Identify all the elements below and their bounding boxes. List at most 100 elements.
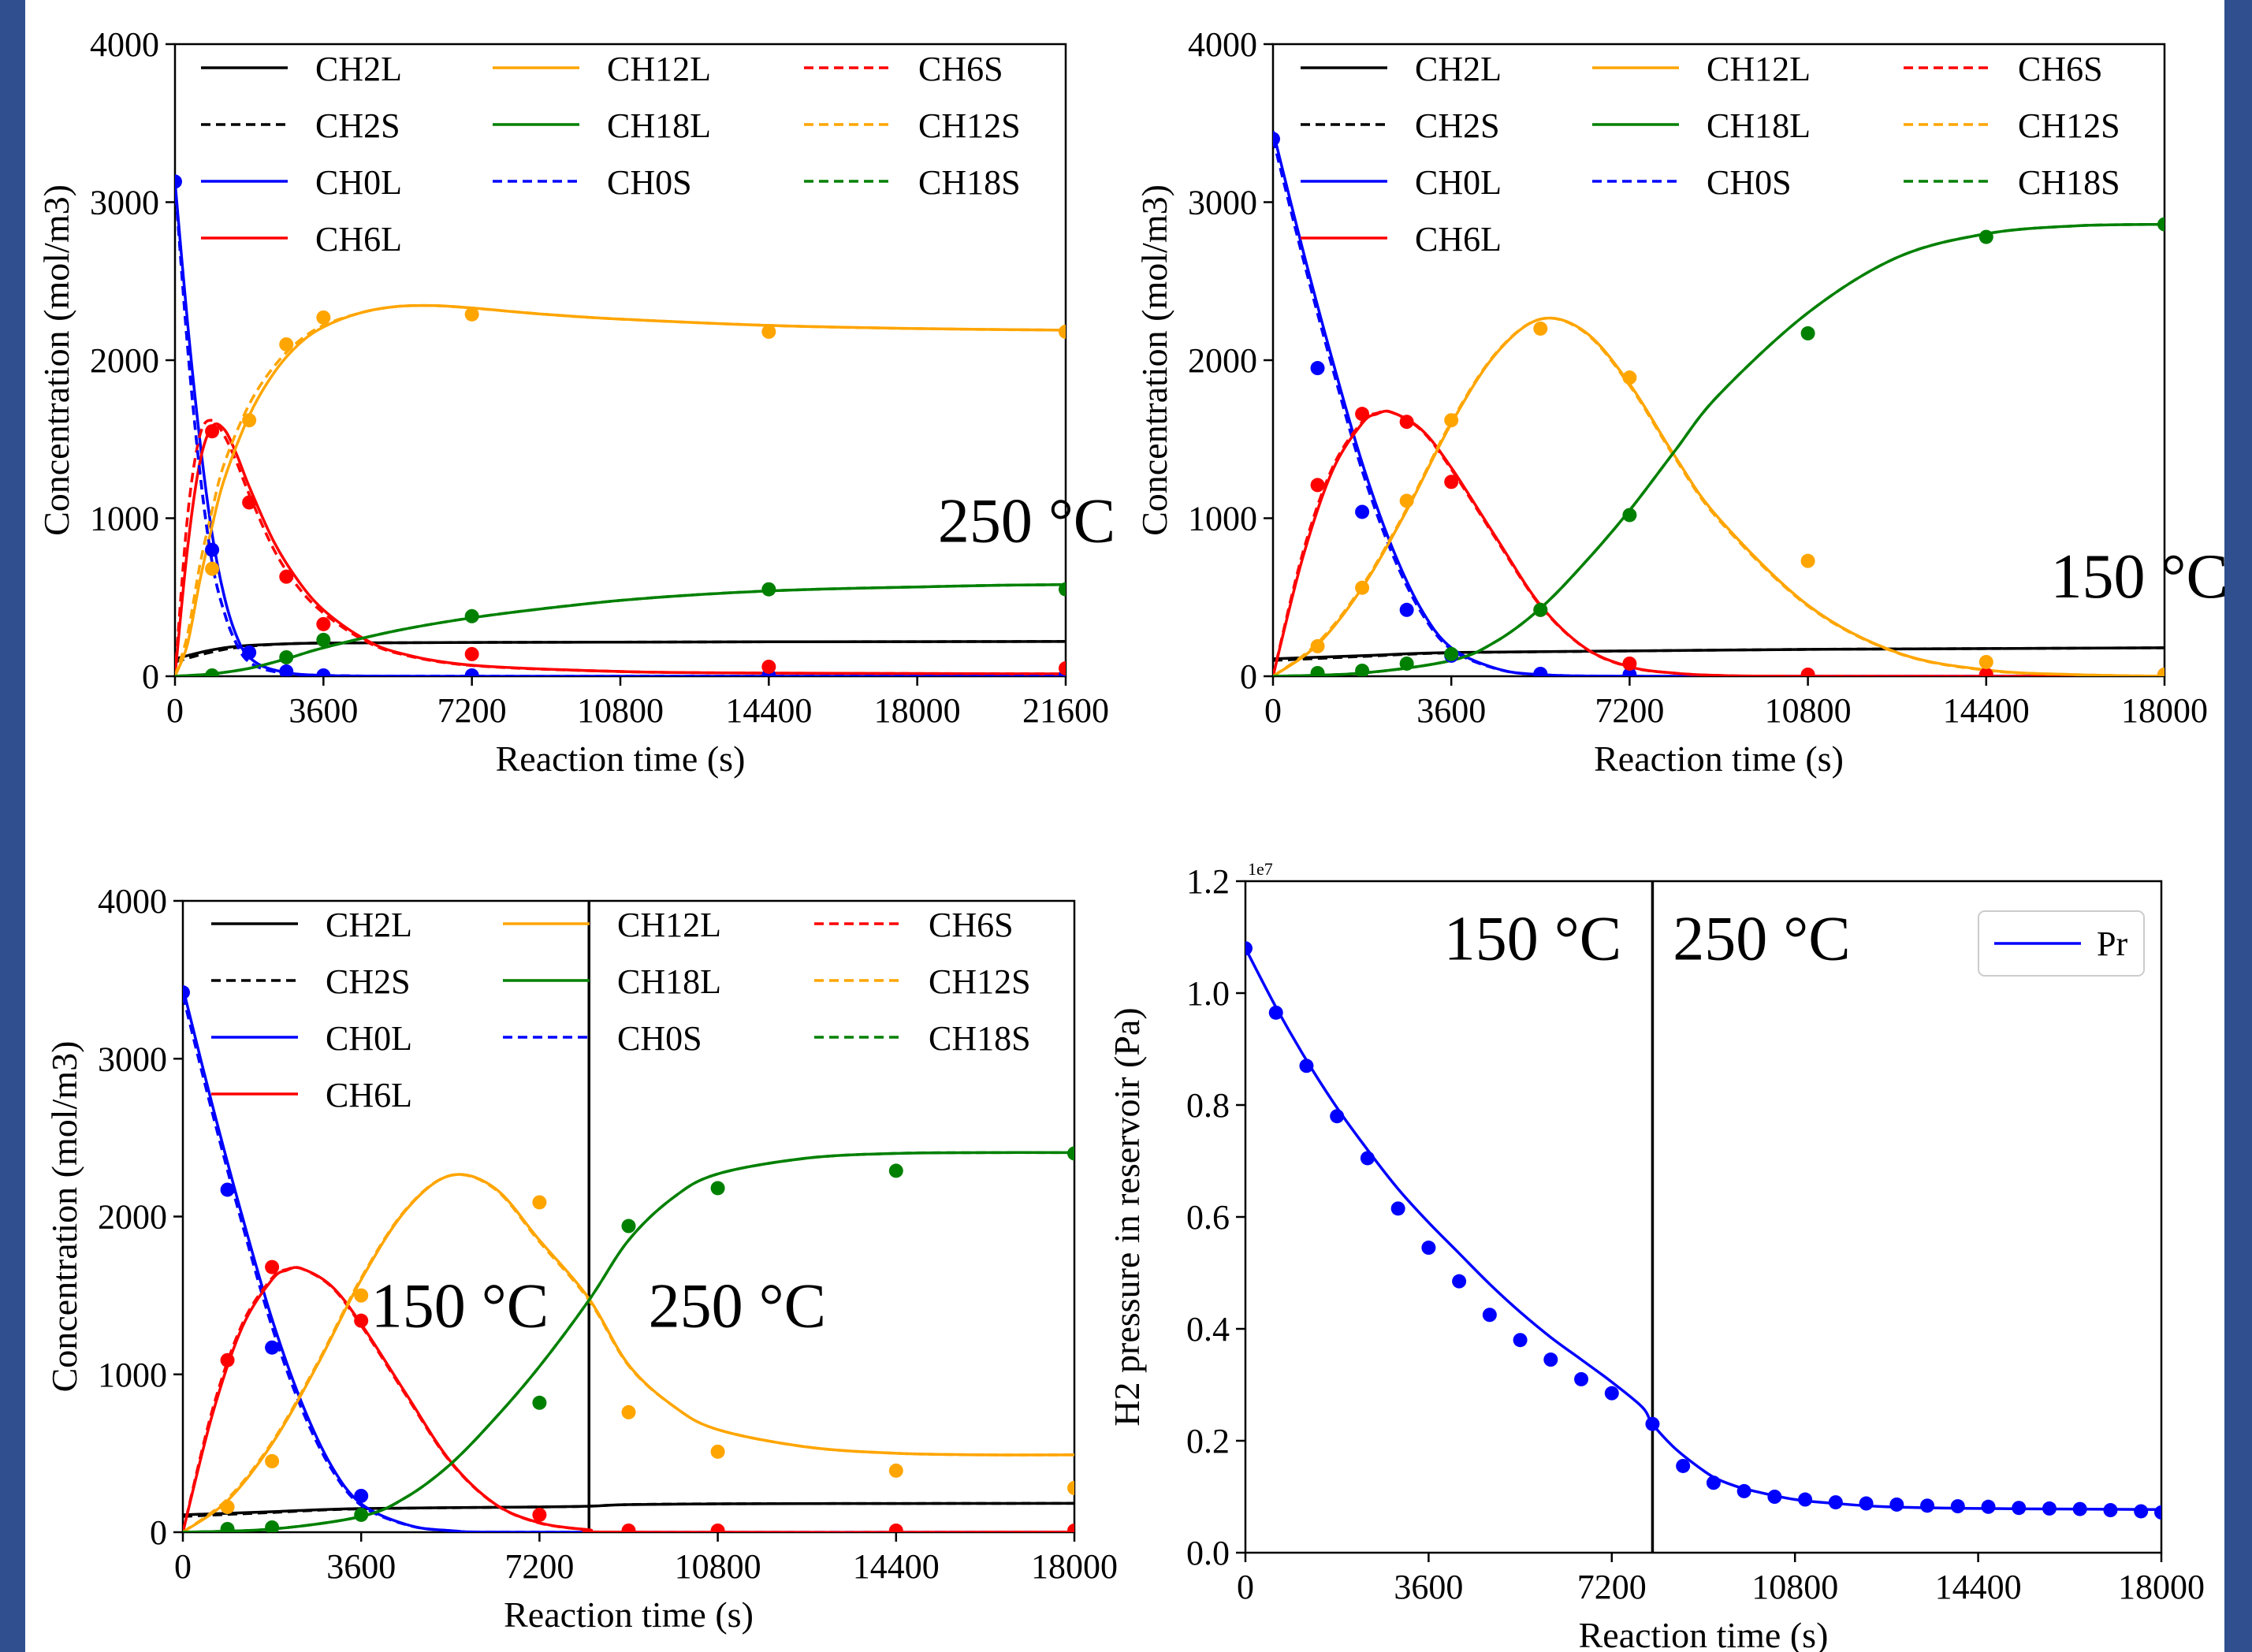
data-point <box>316 616 331 631</box>
data-point <box>1444 413 1459 428</box>
data-point <box>1059 582 1066 597</box>
legend-label-ch12s: CH12S <box>918 106 1021 145</box>
data-point <box>1399 415 1414 430</box>
data-point <box>1273 132 1280 147</box>
data-point <box>710 1444 725 1459</box>
series-line-pr <box>1245 947 2161 1512</box>
data-point <box>888 1524 903 1532</box>
data-point <box>354 1313 369 1328</box>
legend-label-ch12l: CH12L <box>1707 50 1811 88</box>
data-point <box>265 1520 280 1532</box>
x-tick-label: 7200 <box>1577 1568 1647 1606</box>
x-tick-label: 3600 <box>1394 1568 1463 1606</box>
data-point <box>761 659 776 674</box>
data-point <box>1736 1483 1751 1498</box>
data-point <box>265 1259 280 1274</box>
series-line-ch0s <box>1273 138 2165 676</box>
legend-label-ch6l: CH6L <box>315 220 402 259</box>
y-axis-label: Concentration (mol/m3) <box>1134 184 1174 536</box>
legend-label-ch6l: CH6L <box>326 1076 412 1114</box>
data-point <box>1399 602 1414 617</box>
x-tick-label: 18000 <box>874 691 961 730</box>
data-point <box>242 645 257 660</box>
x-tick-label: 10800 <box>1765 691 1852 730</box>
data-point <box>1800 553 1815 568</box>
data-point <box>2072 1501 2087 1516</box>
data-point <box>1978 229 1993 244</box>
temperature-label: 250 °C <box>1673 904 1850 973</box>
legend-label-ch12s: CH12S <box>2018 106 2120 145</box>
data-point <box>2154 1505 2161 1520</box>
x-axis-label: Reaction time (s) <box>1579 1615 1829 1652</box>
series-line-ch6l <box>175 422 1066 676</box>
y-tick-label: 0.4 <box>1186 1310 1230 1349</box>
series-line-ch6s <box>183 1266 1074 1532</box>
series-line-ch18s <box>175 582 1066 676</box>
series-line-ch2l <box>183 1501 1074 1516</box>
legend-label-ch18s: CH18S <box>918 163 1021 202</box>
data-point <box>532 1395 547 1410</box>
y-tick-label: 0.6 <box>1186 1198 1230 1237</box>
data-point <box>205 668 220 676</box>
data-point <box>1981 1499 1996 1514</box>
data-point <box>1067 1146 1074 1161</box>
legend-label-ch0l: CH0L <box>315 163 402 202</box>
data-point <box>1330 1109 1345 1124</box>
data-point <box>1310 665 1325 676</box>
series-line-ch2s <box>183 1501 1074 1518</box>
data-point <box>1645 1416 1660 1431</box>
y-tick-label: 0.2 <box>1186 1422 1230 1460</box>
data-point <box>761 324 776 339</box>
data-point <box>354 1288 369 1303</box>
y-axis-label: H2 pressure in reservoir (Pa) <box>1107 1007 1147 1426</box>
x-tick-label: 10800 <box>577 691 664 730</box>
chart-pswitch: 0 3600 7200 10800 14400 18000 0 1000 2000 3000 400… <box>44 882 1118 1635</box>
data-point <box>1798 1492 1813 1507</box>
data-point <box>1920 1498 1935 1513</box>
data-point <box>621 1524 636 1532</box>
temperature-label: 150 °C <box>371 1272 549 1341</box>
data-point <box>532 1507 547 1522</box>
data-point <box>2157 217 2165 232</box>
data-point <box>205 561 220 576</box>
data-point <box>1767 1490 1782 1504</box>
data-point <box>2134 1504 2149 1519</box>
series-line-ch12l <box>175 303 1066 676</box>
legend-label-ch0s: CH0S <box>1707 163 1792 202</box>
temperature-label: 150 °C <box>2050 542 2228 612</box>
data-point <box>2157 667 2165 676</box>
data-point <box>1574 1371 1589 1386</box>
legend-label-ch0s: CH0S <box>607 163 692 202</box>
data-point <box>1978 667 1993 676</box>
data-point <box>761 582 776 597</box>
series-line-ch0l <box>183 987 1074 1532</box>
temperature-label: 250 °C <box>649 1272 826 1341</box>
legend-label-ch18l: CH18L <box>607 106 711 145</box>
data-point <box>279 337 294 352</box>
legend-label-ch2l: CH2L <box>1415 50 1502 88</box>
x-tick-label: 18000 <box>2121 691 2208 730</box>
series-line-ch18s <box>183 1151 1074 1532</box>
x-tick-label: 21600 <box>1022 691 1109 730</box>
data-point <box>1067 1524 1074 1532</box>
x-tick-label: 10800 <box>675 1547 761 1586</box>
data-point <box>1059 660 1066 675</box>
y-tick-label: 1000 <box>98 1356 167 1394</box>
y-tick-label: 4000 <box>98 882 167 921</box>
legend-label-ch6l: CH6L <box>1415 220 1502 259</box>
y-tick-label: 3000 <box>90 184 159 222</box>
series-line-ch6s <box>175 419 1066 676</box>
x-axis-label: Reaction time (s) <box>1594 739 1844 779</box>
data-point <box>1399 493 1414 508</box>
x-tick-label: 0 <box>166 691 184 730</box>
x-tick-label: 14400 <box>853 1547 940 1586</box>
data-point <box>1889 1497 1904 1512</box>
data-point <box>205 542 220 557</box>
data-point <box>2042 1501 2057 1516</box>
legend-label-ch0s: CH0S <box>617 1019 702 1058</box>
x-axis-label: Reaction time (s) <box>496 739 746 779</box>
y-axis-label: Concentration (mol/m3) <box>44 1041 84 1393</box>
y-tick-label: 0 <box>142 657 159 696</box>
temperature-label: 150 °C <box>1444 904 1621 973</box>
